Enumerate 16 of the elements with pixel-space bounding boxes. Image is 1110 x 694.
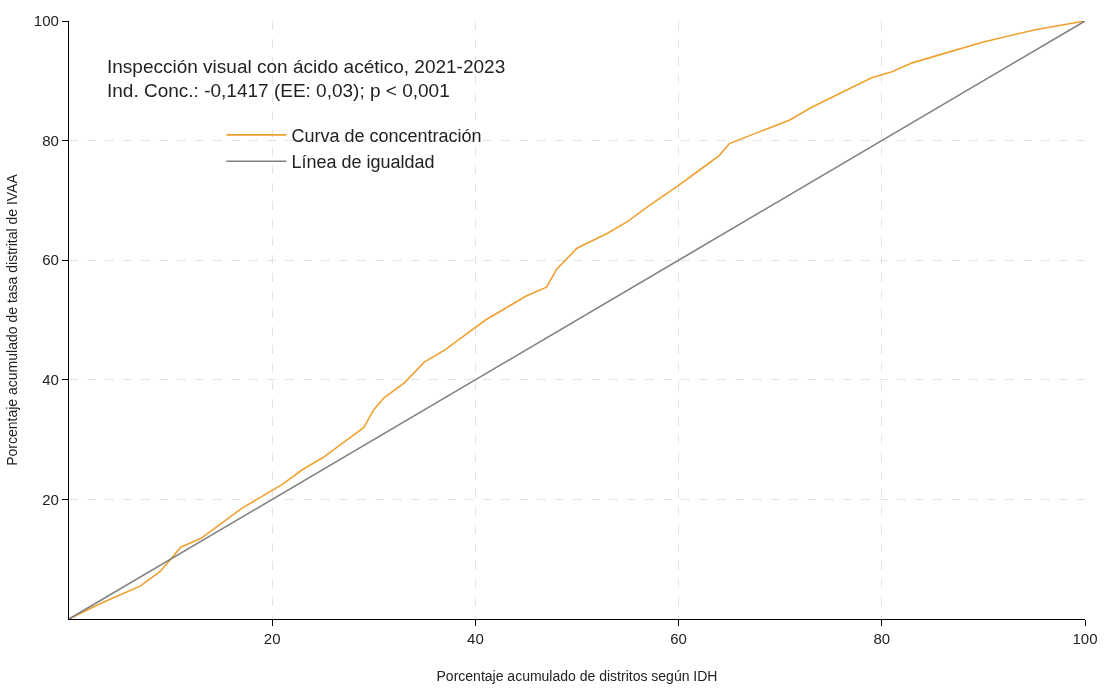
x-tick-label: 60 xyxy=(670,630,687,648)
x-axis-title: Porcentaje acumulado de distritos según IDH xyxy=(436,668,718,685)
legend-label: Línea de igualdad xyxy=(291,152,435,173)
y-tick-label: 80 xyxy=(42,131,59,149)
legend-label: Curva de concentración xyxy=(291,125,482,146)
annotation: Ind. Conc.: -0,1417 (EE: 0,03); p < 0,001 xyxy=(107,80,450,101)
y-tick-label: 100 xyxy=(33,12,59,30)
y-axis-title: Porcentaje acumulado de tasa distrital de IVAA xyxy=(4,173,21,466)
x-tick-label: 80 xyxy=(873,630,891,648)
x-tick-label: 40 xyxy=(467,630,484,648)
y-tick-label: 40 xyxy=(42,371,59,389)
x-tick-label: 20 xyxy=(263,630,281,648)
y-tick-label: 60 xyxy=(42,251,59,269)
y-tick-label: 20 xyxy=(42,490,59,508)
annotation: Inspección visual con ácido acético, 2021-2023 xyxy=(107,56,506,77)
x-tick-label: 100 xyxy=(1072,630,1098,648)
